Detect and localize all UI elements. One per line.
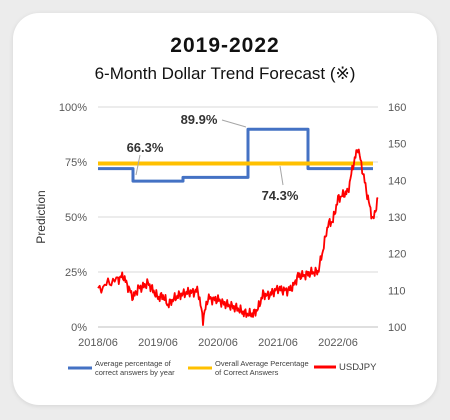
- y-right-tick-label: 150: [388, 139, 406, 151]
- annotation-leader: [279, 165, 284, 186]
- chart-subtitle: 6-Month Dollar Trend Forecast (※): [94, 64, 356, 83]
- x-tick-label: 2018/06: [78, 337, 118, 349]
- y-left-tick-label: 0%: [71, 322, 87, 334]
- annotation-label-66-3: 66.3%: [127, 140, 164, 155]
- x-tick-label: 2022/06: [318, 337, 358, 349]
- annotation-leader: [135, 154, 141, 176]
- legend-label-overall-average: Overall Average Percentage of Correct Ans…: [215, 359, 309, 377]
- x-tick-label: 2019/06: [138, 337, 178, 349]
- y-axis-title: Prediction: [34, 190, 48, 243]
- x-tick-label: 2021/06: [258, 337, 298, 349]
- y-right-tick-label: 100: [388, 322, 406, 334]
- y-left-tick-label: 100%: [59, 102, 87, 114]
- y-right-tick-label: 110: [388, 285, 406, 297]
- annotation-label-74-3: 74.3%: [262, 188, 299, 203]
- chart-card: [13, 13, 437, 405]
- chart-title: 2019-2022: [170, 34, 280, 57]
- x-tick-label: 2020/06: [198, 337, 238, 349]
- y-right-tick-label: 120: [388, 249, 406, 261]
- y-right-tick-label: 160: [388, 102, 406, 114]
- y-right-tick-label: 130: [388, 212, 406, 224]
- y-left-tick-label: 25%: [65, 267, 87, 279]
- series-line-avg-by-year: [98, 127, 373, 183]
- annotation-leader: [221, 119, 247, 128]
- y-left-tick-label: 50%: [65, 212, 87, 224]
- y-right-tick-label: 140: [388, 175, 406, 187]
- legend-label-usdjpy: USDJPY: [339, 362, 377, 373]
- series-line-usdjpy: [97, 148, 379, 327]
- legend-label-avg-by-year: Average percentage of correct answers by …: [95, 359, 175, 377]
- y-left-tick-label: 75%: [65, 157, 87, 169]
- annotation-label-89-9: 89.9%: [181, 112, 218, 127]
